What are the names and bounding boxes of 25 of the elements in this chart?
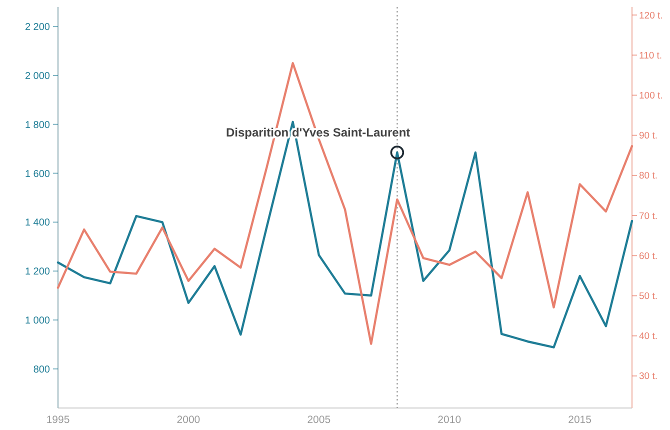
- y2-tick-label: 40 t.: [639, 331, 658, 342]
- y-tick-label: 1 000: [24, 315, 50, 326]
- y2-tick-label: 50 t.: [639, 291, 658, 302]
- x-tick-label: 2010: [438, 414, 462, 426]
- y2-tick-label: 110 t.: [639, 50, 662, 62]
- x-tick-label: 1995: [46, 414, 70, 426]
- y-tick-label: 2 200: [24, 22, 50, 34]
- y2-tick-label: 70 t.: [639, 210, 658, 222]
- line-series: [56, 120, 634, 348]
- y2-tick-label: 90 t.: [639, 130, 658, 142]
- y-tick-label: 2 000: [24, 70, 50, 82]
- y-tick-label: 1 200: [24, 266, 50, 278]
- y2-tick-label: 100 t.: [639, 90, 663, 102]
- y-tick-label: 1 800: [24, 120, 50, 131]
- x-tick-label: 2015: [568, 414, 592, 426]
- x-tick-label: 2005: [307, 414, 331, 426]
- line-series: [56, 62, 634, 345]
- y-tick-label: 1 600: [24, 168, 50, 180]
- y2-tick-label: 60 t.: [639, 250, 658, 262]
- x-tick-label: 2000: [176, 414, 200, 426]
- y-tick-label: 800: [33, 364, 50, 376]
- y-tick-label: 1 400: [24, 218, 50, 229]
- y2-tick-label: 30 t.: [639, 371, 658, 382]
- y2-tick-label: 120 t.: [639, 10, 663, 22]
- y2-tick-label: 80 t.: [639, 170, 658, 182]
